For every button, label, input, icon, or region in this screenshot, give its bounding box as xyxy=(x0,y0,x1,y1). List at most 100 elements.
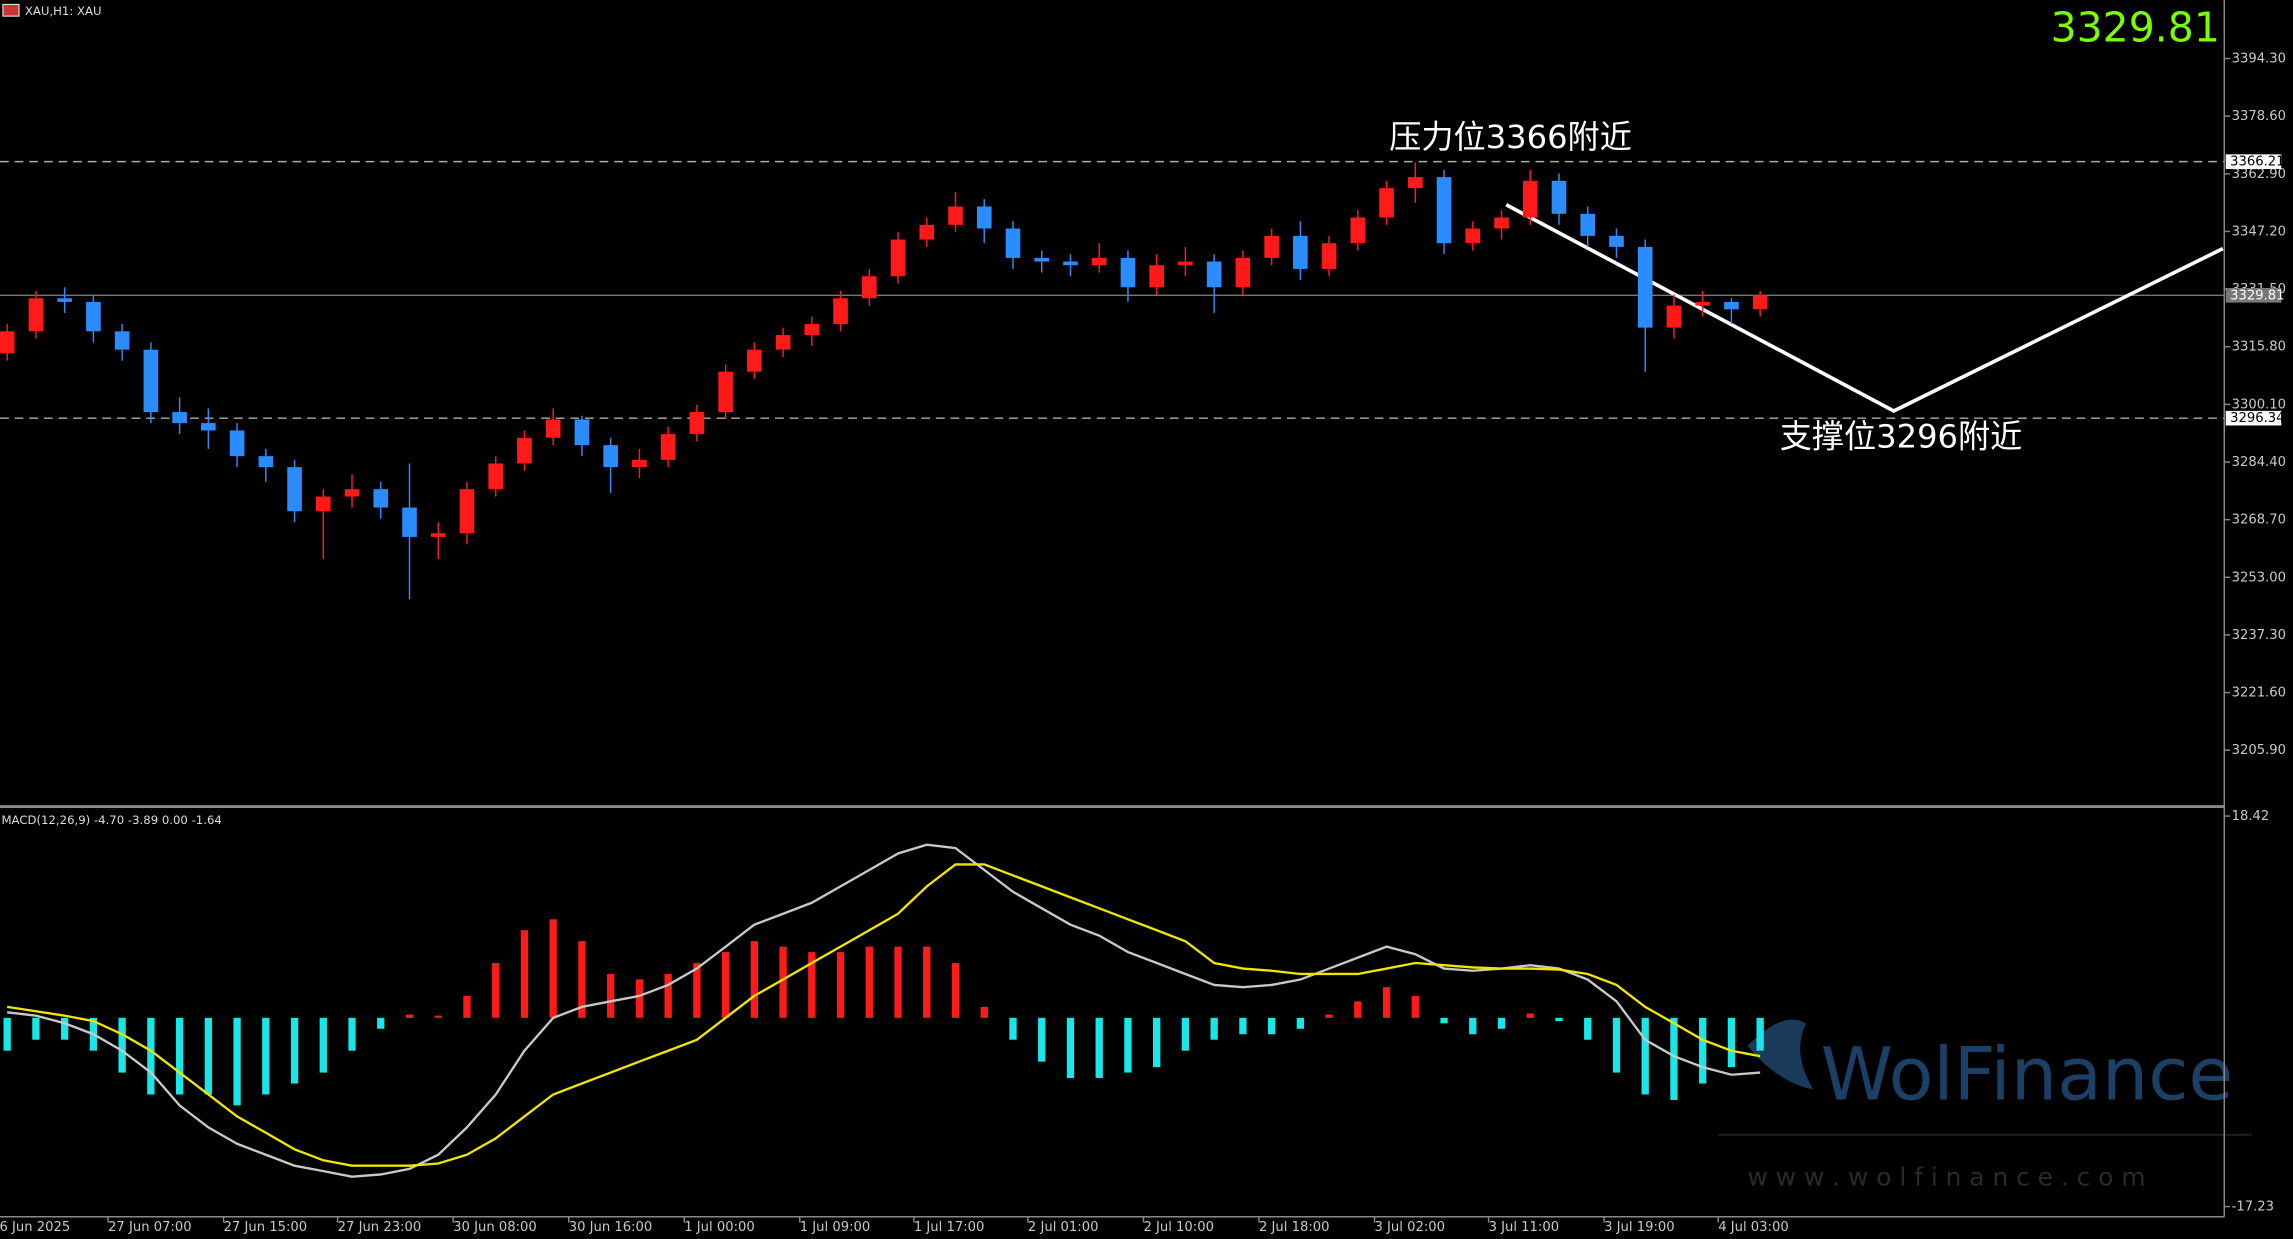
watermark-brand: WolFinance xyxy=(1821,1032,2234,1117)
candle-body xyxy=(919,224,935,240)
histogram-bar xyxy=(865,946,873,1018)
candle-body xyxy=(1752,295,1768,310)
histogram-bar xyxy=(1440,1017,1448,1024)
histogram-bar xyxy=(1009,1017,1017,1040)
candle-body xyxy=(632,459,647,468)
x-tick-label: 30 Jun 08:00 xyxy=(453,1220,537,1235)
x-tick-label: 26 Jun 2025 xyxy=(0,1220,70,1235)
histogram-bar xyxy=(549,919,557,1018)
histogram-bar xyxy=(1526,1013,1534,1018)
candle-body xyxy=(1350,217,1366,244)
histogram-bar xyxy=(377,1017,385,1029)
histogram-bar xyxy=(1555,1017,1563,1022)
y-tick-label: 3362.90 xyxy=(2232,167,2286,182)
candle-body xyxy=(1264,235,1279,258)
histogram-bar xyxy=(175,1017,184,1095)
y-tick-label: -17.23 xyxy=(2232,1200,2274,1215)
candle-body xyxy=(861,276,877,299)
histogram-bar xyxy=(233,1017,241,1106)
candle-body xyxy=(430,533,446,537)
y-tick-label: 3205.90 xyxy=(2232,743,2286,758)
y-tick-label: 3378.60 xyxy=(2232,109,2286,124)
histogram-bar xyxy=(118,1017,126,1073)
candle-body xyxy=(1436,177,1452,244)
y-tick-label: 3300.10 xyxy=(2232,397,2286,412)
candle-body xyxy=(1120,257,1136,288)
candle-body xyxy=(1465,228,1481,244)
x-tick-label: 2 Jul 18:00 xyxy=(1259,1220,1330,1235)
candle-body xyxy=(1637,246,1653,328)
chart-title: XAU,H1: XAU xyxy=(25,4,102,18)
x-tick-label: 27 Jun 23:00 xyxy=(338,1220,422,1235)
last-price-box xyxy=(2225,287,2282,303)
candle-body xyxy=(488,463,504,490)
y-tick-label: 18.42 xyxy=(2232,809,2270,824)
candle-body xyxy=(1178,261,1193,266)
annotation: 压力位3366附近 xyxy=(1389,118,1632,156)
candle-body xyxy=(1609,235,1624,247)
y-tick-label: 3221.60 xyxy=(2232,686,2286,701)
y-tick-label: 3237.30 xyxy=(2232,628,2286,643)
candle-body xyxy=(1551,180,1567,214)
histogram-bar xyxy=(319,1017,327,1073)
histogram-bar xyxy=(923,946,931,1018)
histogram-bar xyxy=(348,1017,356,1051)
last-price-label: 3329.81 xyxy=(2230,288,2284,303)
histogram-bar xyxy=(693,963,701,1018)
histogram-bar xyxy=(434,1015,442,1018)
histogram-bar xyxy=(1641,1017,1649,1095)
candle-body xyxy=(660,434,676,460)
candle-body xyxy=(1666,305,1682,328)
histogram-bar xyxy=(1267,1017,1276,1035)
histogram-bar xyxy=(1469,1017,1477,1035)
candle-body xyxy=(574,419,590,446)
histogram-bar xyxy=(290,1017,299,1084)
histogram-bar xyxy=(1066,1017,1075,1079)
candle-body xyxy=(1522,180,1538,218)
candle-body xyxy=(775,334,791,350)
histogram-bar xyxy=(147,1017,155,1095)
candle-body xyxy=(689,412,705,435)
candle-body xyxy=(459,489,475,534)
candle-body xyxy=(804,323,820,335)
candle-body xyxy=(1494,217,1509,229)
histogram-bar xyxy=(1239,1017,1247,1035)
x-tick-label: 2 Jul 10:00 xyxy=(1143,1220,1214,1235)
candle-body xyxy=(718,371,733,413)
histogram-bar xyxy=(664,974,672,1018)
candle-body xyxy=(114,331,130,350)
candle-body xyxy=(172,412,187,424)
x-tick-label: 30 Jun 16:00 xyxy=(569,1220,653,1235)
candle-body xyxy=(86,301,101,332)
candle-body xyxy=(890,239,906,277)
histogram-bar xyxy=(61,1017,69,1040)
histogram-bar xyxy=(1497,1017,1506,1029)
candle-body xyxy=(1293,235,1308,269)
candle-body xyxy=(1379,188,1394,218)
candle-body xyxy=(1005,228,1021,258)
candle-body xyxy=(402,507,417,537)
histogram-bar xyxy=(1124,1017,1132,1073)
histogram-bar xyxy=(1210,1017,1218,1040)
candle-body xyxy=(1063,261,1078,266)
flag-icon xyxy=(2,3,20,17)
histogram-bar xyxy=(1670,1017,1678,1100)
candle-body xyxy=(1695,301,1710,306)
histogram-bar xyxy=(721,952,730,1018)
x-tick-label: 3 Jul 19:00 xyxy=(1604,1220,1675,1235)
histogram-bar xyxy=(204,1017,213,1095)
histogram-bar xyxy=(836,952,845,1018)
macd-line xyxy=(7,843,1761,1178)
y-tick-label: 3347.20 xyxy=(2232,224,2286,239)
y-tick-label: 3253.00 xyxy=(2232,570,2286,585)
x-tick-label: 27 Jun 07:00 xyxy=(108,1220,192,1235)
x-tick-label: 2 Jul 01:00 xyxy=(1028,1220,1099,1235)
histogram-bar xyxy=(980,1006,988,1018)
candle-body xyxy=(1034,257,1050,262)
candle-body xyxy=(1149,265,1164,288)
x-tick-label: 3 Jul 02:00 xyxy=(1375,1220,1446,1235)
level-label-box xyxy=(2225,154,2282,169)
candle-body xyxy=(0,331,15,354)
histogram-bar xyxy=(1699,1017,1707,1084)
